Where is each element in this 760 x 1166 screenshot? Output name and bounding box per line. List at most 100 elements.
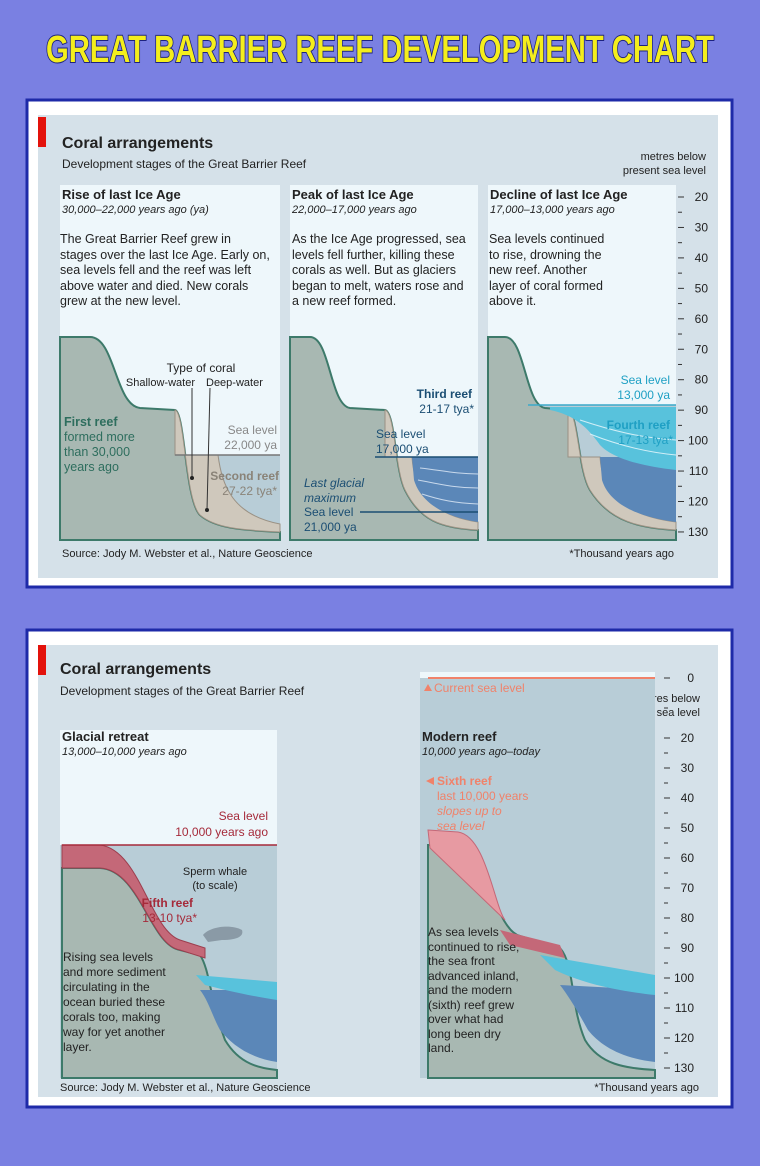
tick-label: 90 xyxy=(695,403,709,417)
label: 17,000 ya xyxy=(376,442,429,456)
subheading: Development stages of the Great Barrier … xyxy=(62,157,307,171)
tick-label: 80 xyxy=(681,911,695,925)
stage-text: As sea levels continued to rise, the sea… xyxy=(428,925,520,1055)
label: Shallow-water xyxy=(126,377,195,389)
label: Type of coral xyxy=(167,361,236,375)
label: 13,000 ya xyxy=(617,388,670,402)
label: formed more xyxy=(64,430,135,444)
label: Fourth reef xyxy=(607,418,671,432)
tick-label: 110 xyxy=(675,1001,694,1015)
pointer-dot xyxy=(205,508,209,512)
stage-text: As the Ice Age progressed, sea levels fe… xyxy=(292,232,466,308)
tick-label: 90 xyxy=(681,941,695,955)
label: years ago xyxy=(64,460,119,474)
stage-dates: 17,000–13,000 years ago xyxy=(490,204,615,216)
tick-label: 20 xyxy=(695,190,709,204)
heading: Coral arrangements xyxy=(60,661,211,678)
pointer-dot xyxy=(190,476,194,480)
stage-title: Glacial retreat xyxy=(62,729,149,744)
label: last 10,000 years xyxy=(437,789,528,803)
arrow xyxy=(426,777,434,785)
tick-label: 30 xyxy=(681,761,695,775)
label: Third reef xyxy=(417,387,473,401)
stage-title: Rise of last Ice Age xyxy=(62,187,181,202)
axis-title: present sea level xyxy=(623,165,706,177)
fourth-reef xyxy=(196,975,277,1000)
label: 10,000 years ago xyxy=(175,825,268,839)
label: Sea level xyxy=(621,373,670,387)
stage-text: Rising sea levels and more sediment circ… xyxy=(63,950,166,1054)
tick-label: 50 xyxy=(681,821,695,835)
axis-title: metres below xyxy=(641,151,706,163)
stage-dates: 13,000–10,000 years ago xyxy=(62,746,187,758)
label: maximum xyxy=(304,491,356,505)
tick-label: 110 xyxy=(689,464,708,478)
label: Deep-water xyxy=(206,377,263,389)
label: Sea level xyxy=(228,423,277,437)
sixth-reef xyxy=(427,829,506,921)
tick-label: 80 xyxy=(695,373,709,387)
stage-title: Modern reef xyxy=(422,729,497,744)
tick-label: 70 xyxy=(695,342,709,356)
label: Second reef xyxy=(210,469,280,483)
pointer xyxy=(206,387,211,511)
tick-label: 40 xyxy=(681,791,695,805)
tick-label: 40 xyxy=(695,251,709,265)
label: 21-17 tya* xyxy=(419,402,474,416)
label: Sixth reef xyxy=(437,774,493,788)
reef-layers xyxy=(417,467,479,505)
label: Sea level xyxy=(219,809,268,823)
fourth-reef xyxy=(540,955,655,995)
subheading: Development stages of the Great Barrier … xyxy=(60,684,305,698)
red-bar xyxy=(38,645,46,675)
tick-label: 130 xyxy=(688,525,708,539)
label: (to scale) xyxy=(192,880,237,892)
label: First reef xyxy=(64,415,118,429)
sky xyxy=(420,672,655,678)
tick-label: 60 xyxy=(695,312,709,326)
stage-text: The Great Barrier Reef grew in stages ov… xyxy=(60,232,270,308)
page-title: GREAT BARRIER REEF DEVELOPMENT CHART xyxy=(46,29,714,71)
tick-label: 100 xyxy=(674,971,694,985)
label: sea level xyxy=(437,819,485,833)
stage-title: Peak of last Ice Age xyxy=(292,187,414,202)
red-bar xyxy=(38,117,46,147)
tick-label: 20 xyxy=(681,731,695,745)
older-reef xyxy=(560,985,655,1062)
tick-label: 120 xyxy=(674,1031,694,1045)
older-reef xyxy=(200,990,277,1062)
stage-text: Sea levels continued to rise, drowning t… xyxy=(489,232,605,308)
tick-label: 30 xyxy=(695,220,709,234)
reef-layers xyxy=(579,419,677,456)
arrow xyxy=(424,684,432,691)
stage-dates: 30,000–22,000 years ago (ya) xyxy=(62,204,209,216)
label: 27-22 tya* xyxy=(222,484,277,498)
stage-dates: 10,000 years ago–today xyxy=(422,746,542,758)
tick-label: 100 xyxy=(688,434,708,448)
heading: Coral arrangements xyxy=(62,135,213,152)
label: 13-10 tya* xyxy=(142,911,197,925)
second-reef xyxy=(174,409,281,533)
tick-label: 50 xyxy=(695,281,709,295)
stage-title: Decline of last Ice Age xyxy=(490,187,628,202)
tick-label: 60 xyxy=(681,851,695,865)
stage-dates: 22,000–17,000 years ago xyxy=(291,204,417,216)
label: Sea level xyxy=(304,505,353,519)
label: 17-13 tya* xyxy=(618,433,673,447)
label: Fifth reef xyxy=(142,896,194,910)
third-reef xyxy=(600,457,676,522)
tick-label: 120 xyxy=(688,495,708,509)
label: 22,000 ya xyxy=(224,438,277,452)
tick-label: 70 xyxy=(681,881,695,895)
footnote: *Thousand years ago xyxy=(569,548,674,560)
label: Last glacial xyxy=(304,476,364,490)
label: 21,000 ya xyxy=(304,520,357,534)
label: slopes up to xyxy=(437,804,502,818)
footnote: *Thousand years ago xyxy=(594,1082,699,1094)
tick-label: 0 xyxy=(687,671,694,685)
tick-label: 130 xyxy=(674,1061,694,1075)
whale xyxy=(203,926,243,942)
fifth-reef xyxy=(500,930,565,958)
source: Source: Jody M. Webster et al., Nature G… xyxy=(60,1082,310,1094)
